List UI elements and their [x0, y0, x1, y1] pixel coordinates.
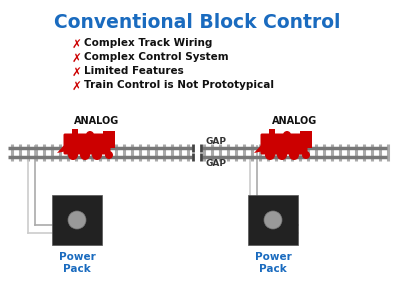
Polygon shape — [254, 142, 264, 153]
Bar — [300, 131, 312, 148]
Circle shape — [86, 131, 94, 139]
Circle shape — [68, 150, 78, 160]
Bar — [52, 195, 102, 245]
Circle shape — [283, 131, 291, 139]
Text: Complex Control System: Complex Control System — [84, 52, 229, 62]
Text: ✗: ✗ — [72, 52, 82, 65]
Text: Limited Features: Limited Features — [84, 66, 184, 76]
Circle shape — [92, 150, 102, 160]
Text: GAP: GAP — [205, 137, 226, 146]
Text: ANALOG: ANALOG — [273, 116, 318, 126]
Circle shape — [68, 211, 86, 229]
Text: ✗: ✗ — [72, 80, 82, 93]
Bar — [269, 129, 275, 136]
Text: Train Control is Not Prototypical: Train Control is Not Prototypical — [84, 80, 274, 90]
Text: Power
Pack: Power Pack — [58, 252, 95, 274]
Text: Power
Pack: Power Pack — [255, 252, 292, 274]
Bar — [248, 195, 298, 245]
Circle shape — [289, 150, 299, 160]
Bar — [103, 131, 115, 148]
Bar — [270, 152, 306, 154]
Circle shape — [80, 150, 90, 160]
Bar — [72, 129, 78, 136]
Text: Complex Track Wiring: Complex Track Wiring — [84, 38, 213, 48]
Text: GAP: GAP — [205, 159, 226, 168]
Circle shape — [105, 151, 113, 159]
Text: Conventional Block Control: Conventional Block Control — [54, 13, 340, 32]
Text: ✗: ✗ — [72, 66, 82, 79]
Text: ANALOG: ANALOG — [74, 116, 120, 126]
FancyBboxPatch shape — [260, 134, 307, 154]
Bar — [73, 152, 109, 154]
Circle shape — [277, 150, 287, 160]
Polygon shape — [57, 142, 67, 153]
Circle shape — [265, 150, 275, 160]
FancyBboxPatch shape — [64, 134, 111, 154]
Text: ✗: ✗ — [72, 38, 82, 51]
Circle shape — [264, 211, 282, 229]
Circle shape — [302, 151, 310, 159]
